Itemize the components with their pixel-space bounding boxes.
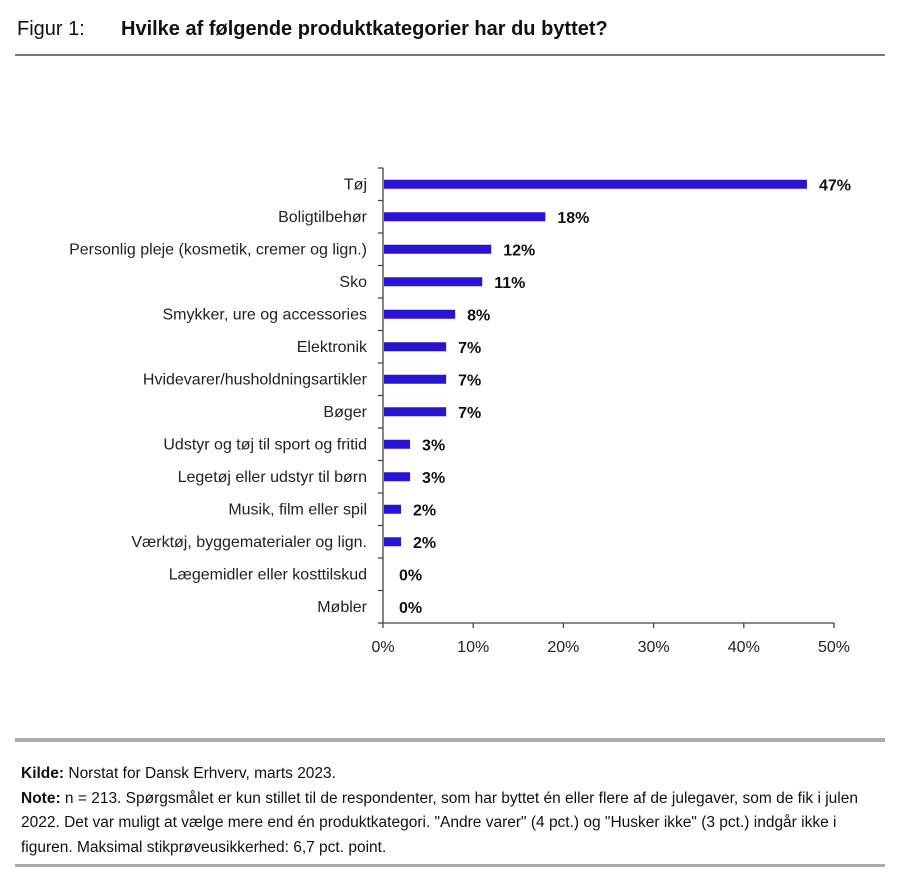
category-label: Sko <box>339 274 367 291</box>
x-tick-label: 40% <box>728 639 760 656</box>
bar <box>384 504 402 514</box>
bar <box>384 439 411 449</box>
source-label: Kilde: <box>21 765 65 782</box>
category-label: Bøger <box>323 404 367 421</box>
x-tick-label: 10% <box>457 639 489 656</box>
data-label: 7% <box>458 405 481 422</box>
category-label: Smykker, ure og accessories <box>162 306 367 323</box>
data-label: 18% <box>557 210 589 227</box>
category-label: Udstyr og tøj til sport og fritid <box>163 436 367 453</box>
bar <box>384 212 546 222</box>
bar <box>384 277 483 287</box>
data-label: 2% <box>413 502 436 519</box>
data-label: 2% <box>413 535 436 552</box>
category-label: Personlig pleje (kosmetik, cremer og lig… <box>69 241 367 258</box>
footer-notes: Kilde: Norstat for Dansk Erhverv, marts … <box>21 762 886 860</box>
category-label: Møbler <box>317 599 367 616</box>
bar <box>384 472 411 482</box>
data-label: 7% <box>458 372 481 389</box>
data-label: 0% <box>399 600 422 617</box>
bottom-divider <box>15 864 885 867</box>
category-label: Elektronik <box>297 339 368 356</box>
category-label: Hvidevarer/husholdningsartikler <box>143 371 368 388</box>
footer-divider <box>15 738 885 742</box>
category-label: Legetøj eller udstyr til børn <box>178 469 367 486</box>
bar <box>384 374 447 384</box>
bar <box>384 407 447 417</box>
bar <box>384 537 402 547</box>
bar-chart: 0% 10% 20% 30% 40% 50% Tøj 47% Boligtilbehør 18% P… <box>69 167 851 656</box>
data-label: 0% <box>399 567 422 584</box>
data-label: 11% <box>494 275 525 292</box>
figure-label: Figur 1: <box>17 18 85 40</box>
bar <box>384 309 456 319</box>
bar <box>384 179 807 189</box>
data-label: 47% <box>819 177 851 194</box>
data-label: 3% <box>422 437 445 454</box>
bar <box>384 244 492 254</box>
data-label: 7% <box>458 340 481 357</box>
x-tick-label: 30% <box>638 639 670 656</box>
x-tick-label: 50% <box>818 639 850 656</box>
chart-title: Hvilke af følgende produktkategorier har… <box>121 18 608 40</box>
data-label: 12% <box>503 242 535 259</box>
data-label: 3% <box>422 470 445 487</box>
title-divider <box>15 54 885 56</box>
x-tick-label: 20% <box>547 639 579 656</box>
source-text: Norstat for Dansk Erhverv, marts 2023. <box>64 765 336 782</box>
note-label: Note: <box>21 789 61 807</box>
category-label: Boligtilbehør <box>278 209 368 226</box>
category-label: Lægemidler eller kosttilskud <box>169 566 367 583</box>
category-label: Værktøj, byggematerialer og lign. <box>131 534 367 551</box>
data-label: 8% <box>467 307 490 324</box>
x-tick-label: 0% <box>371 639 394 656</box>
category-label: Musik, film eller spil <box>228 501 367 518</box>
category-label: Tøj <box>344 176 367 193</box>
note-text: n = 213. Spørgsmålet er kun stillet til … <box>21 789 858 856</box>
bar <box>384 342 447 352</box>
